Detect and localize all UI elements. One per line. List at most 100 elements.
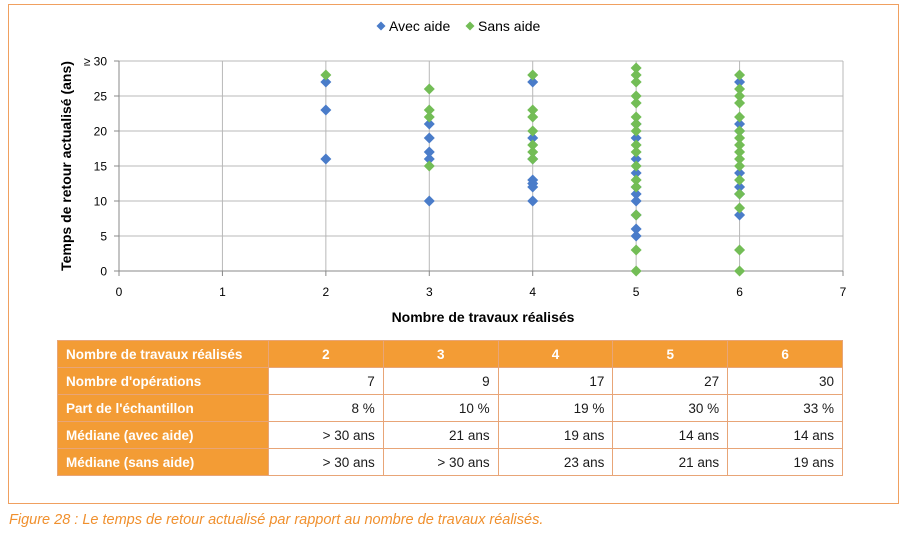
data-point (527, 195, 539, 207)
data-point (423, 111, 435, 123)
data-point (630, 69, 642, 81)
x-tick-label: 1 (219, 285, 226, 299)
data-point (734, 181, 746, 193)
data-point (423, 83, 435, 95)
data-point (630, 265, 642, 277)
data-point (527, 104, 539, 116)
table-cell: 7 (268, 367, 384, 395)
data-point (630, 90, 642, 102)
data-point (423, 104, 435, 116)
data-point (423, 132, 435, 144)
data-point (320, 153, 332, 165)
data-point (527, 139, 539, 151)
data-point (423, 195, 435, 207)
row-label: Nombre d'opérations (57, 367, 269, 395)
data-point (630, 153, 642, 165)
figure-caption: Figure 28 : Le temps de retour actualisé… (9, 512, 544, 528)
data-point (734, 125, 746, 137)
data-point (630, 111, 642, 123)
table-cell: > 30 ans (382, 448, 499, 476)
data-point (734, 202, 746, 214)
data-point (630, 230, 642, 242)
data-point (423, 153, 435, 165)
data-point (734, 244, 746, 256)
data-point (734, 174, 746, 186)
y-tick-label: 5 (100, 230, 107, 244)
data-point (734, 83, 746, 95)
table-column-header: 6 (727, 340, 843, 368)
table-cell: 10 % (382, 394, 499, 422)
table-header-label: Nombre de travaux réalisés (57, 340, 269, 368)
x-tick-label: 0 (116, 285, 123, 299)
table-column-header: 4 (497, 340, 614, 368)
x-tick-label: 5 (633, 285, 640, 299)
data-point (527, 181, 539, 193)
table-cell: 17 (497, 367, 614, 395)
data-point (630, 181, 642, 193)
table-row: Médiane (avec aide) > 30 ans 21 ans 19 a… (57, 421, 843, 449)
data-point (423, 146, 435, 158)
data-point (734, 118, 746, 130)
legend-label: Sans aide (478, 18, 540, 34)
data-point (630, 97, 642, 109)
data-point (630, 209, 642, 221)
y-tick-label: 10 (94, 195, 108, 209)
x-axis-label: Nombre de travaux réalisés (392, 309, 575, 325)
data-point (734, 132, 746, 144)
data-point (630, 188, 642, 200)
data-point (734, 265, 746, 277)
axes: 0 5 10 15 20 25 ≥ 30 0 1 2 3 4 5 6 7 (84, 55, 847, 300)
data-point (734, 69, 746, 81)
table-row: Médiane (sans aide) > 30 ans > 30 ans 23… (57, 448, 843, 476)
legend-marker (376, 21, 386, 31)
row-label: Médiane (avec aide) (57, 421, 269, 449)
legend-label: Avec aide (389, 18, 450, 34)
data-point (630, 174, 642, 186)
data-point (630, 132, 642, 144)
table-column-header: 5 (612, 340, 729, 368)
x-tick-label: 4 (529, 285, 536, 299)
data-point (527, 125, 539, 137)
data-marks (320, 62, 746, 277)
y-axis-label: Temps de retour actualisé (ans) (58, 61, 74, 271)
data-point (423, 160, 435, 172)
table-row: Nombre d'opérations 7 9 17 27 30 (57, 367, 843, 395)
data-point (630, 125, 642, 137)
data-point (527, 153, 539, 165)
y-tick-label: 0 (100, 265, 107, 279)
data-point (734, 188, 746, 200)
data-point (527, 76, 539, 88)
x-tick-label: 3 (426, 285, 433, 299)
table-cell: 30 (727, 367, 843, 395)
data-point (527, 146, 539, 158)
data-point (630, 160, 642, 172)
data-point (734, 139, 746, 151)
table-cell: 19 % (497, 394, 614, 422)
table-column-header: 3 (382, 340, 499, 368)
y-tick-label: 25 (94, 90, 108, 104)
data-point (630, 118, 642, 130)
data-point (734, 90, 746, 102)
x-tick-label: 2 (323, 285, 330, 299)
data-point (630, 223, 642, 235)
data-point (734, 160, 746, 172)
data-point (630, 139, 642, 151)
table-cell: 8 % (268, 394, 384, 422)
table-cell: 33 % (727, 394, 843, 422)
data-point (630, 62, 642, 74)
data-point (734, 97, 746, 109)
x-tick-label: 7 (840, 285, 847, 299)
table-row: Part de l'échantillon 8 % 10 % 19 % 30 %… (57, 394, 843, 422)
data-point (734, 167, 746, 179)
table-column-header: 2 (268, 340, 384, 368)
table-cell: 14 ans (727, 421, 843, 449)
table-cell: 9 (382, 367, 499, 395)
data-point (320, 104, 332, 116)
table-cell: 30 % (612, 394, 729, 422)
data-point (527, 69, 539, 81)
data-point (527, 132, 539, 144)
data-point (527, 111, 539, 123)
row-label: Médiane (sans aide) (57, 448, 269, 476)
data-point (734, 146, 746, 158)
summary-table: Nombre de travaux réalisés 2 3 4 5 6 Nom… (57, 340, 843, 476)
